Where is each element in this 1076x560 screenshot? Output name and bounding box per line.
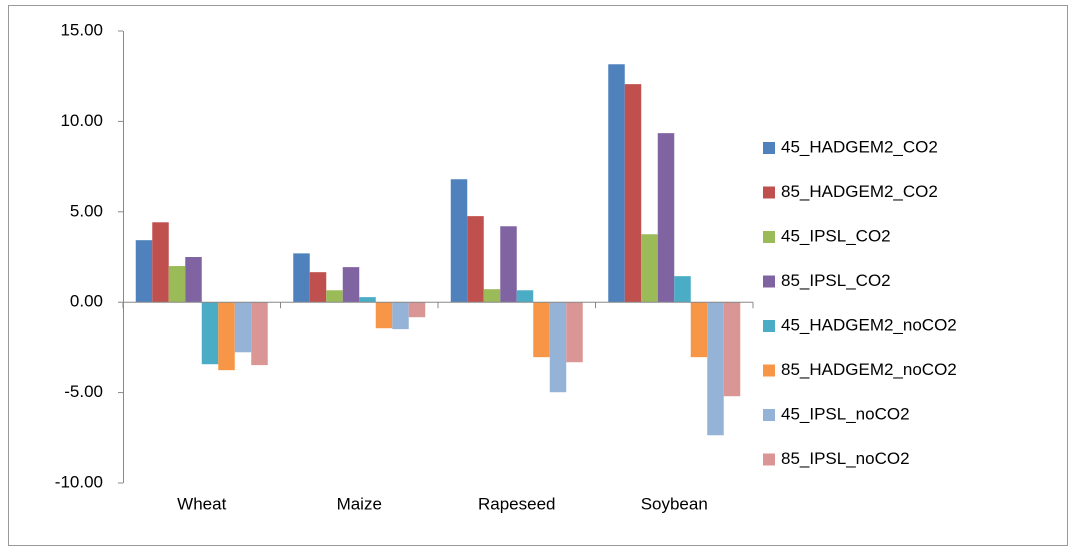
- y-tick-label: 5.00: [70, 201, 103, 220]
- bar: [375, 302, 393, 329]
- x-tick-label: Rapeseed: [478, 494, 556, 513]
- x-tick-label: Soybean: [641, 494, 708, 513]
- legend-label: 85_IPSL_noCO2: [781, 449, 910, 468]
- y-tick-label: 0.00: [70, 292, 103, 311]
- legend-swatch: [763, 231, 775, 243]
- bar: [723, 302, 741, 397]
- y-tick-label: 15.00: [60, 20, 103, 39]
- bar: [293, 253, 310, 303]
- legend-label: 85_HADGEM2_noCO2: [781, 360, 957, 379]
- bar: [251, 302, 268, 366]
- legend-swatch: [763, 320, 775, 332]
- y-tick-label: -10.00: [55, 472, 103, 491]
- y-tick-label: -5.00: [64, 382, 103, 401]
- bar: [450, 179, 468, 303]
- legend-label: 85_HADGEM2_CO2: [781, 182, 938, 201]
- legend-label: 45_IPSL_CO2: [781, 226, 891, 245]
- bar: [201, 302, 219, 365]
- bar: [549, 302, 567, 393]
- bar: [641, 234, 658, 303]
- bar: [359, 297, 376, 303]
- bar: [392, 302, 409, 330]
- legend-swatch: [763, 409, 775, 421]
- bar: [500, 226, 517, 303]
- bar: [234, 302, 252, 353]
- legend-swatch: [763, 186, 775, 199]
- bar: [467, 216, 484, 303]
- bar: [566, 302, 583, 363]
- bar: [218, 302, 235, 371]
- legend-label: 85_IPSL_CO2: [781, 271, 891, 290]
- legend-label: 45_HADGEM2_CO2: [781, 137, 938, 156]
- bar: [690, 302, 708, 358]
- legend-label: 45_HADGEM2_noCO2: [781, 315, 957, 334]
- bar: [326, 290, 343, 303]
- legend-swatch: [763, 275, 775, 288]
- legend-swatch: [763, 364, 775, 377]
- bar: [342, 267, 360, 303]
- bar: [408, 302, 426, 318]
- bar: [674, 276, 691, 303]
- legend-swatch: [763, 142, 775, 154]
- bar: [516, 290, 534, 303]
- bar: [707, 302, 724, 436]
- bar: [657, 133, 675, 303]
- x-tick-label: Wheat: [177, 494, 226, 513]
- y-tick-label: 10.00: [60, 111, 103, 130]
- bar: [135, 240, 153, 303]
- bar: [168, 266, 186, 303]
- bar: [533, 302, 550, 358]
- bar: [483, 289, 501, 303]
- legend-swatch: [763, 453, 775, 466]
- x-tick-label: Maize: [337, 494, 382, 513]
- bar: [152, 222, 169, 303]
- bar: [608, 64, 625, 303]
- bar: [624, 84, 642, 303]
- legend-label: 45_IPSL_noCO2: [781, 404, 910, 423]
- bar: [185, 257, 202, 303]
- bar: [309, 272, 327, 303]
